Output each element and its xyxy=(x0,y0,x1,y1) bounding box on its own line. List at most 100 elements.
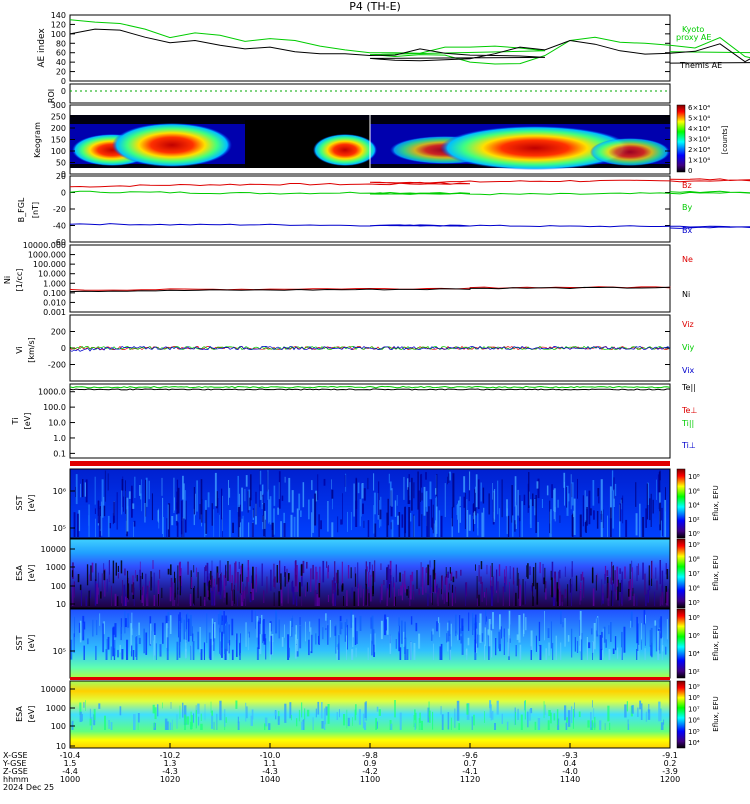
keogram-colorbar-label: [counts] xyxy=(721,125,729,154)
keogram-ytick-label-6: 300 xyxy=(51,101,66,110)
esa-i-colorbar xyxy=(676,680,686,749)
series-by-line xyxy=(69,190,750,196)
density-panel: 0.0010.0100.1001.00010.000100.0001000.00… xyxy=(3,241,693,317)
legend-te-par: Te|| xyxy=(681,383,696,392)
esa-e-ytick-label-0: 10 xyxy=(56,600,66,609)
roi-panel: ROI 0 xyxy=(47,83,671,104)
esa-i-ytick-label-2: 1000 xyxy=(46,704,66,713)
esa-i-cbar-label-4: 10⁸ xyxy=(688,694,700,702)
ae-ytick-label-5: 100 xyxy=(51,30,66,39)
legend-te-perp: Te⊥ xyxy=(681,406,697,415)
series-themis-ae-line xyxy=(69,28,750,64)
mode-bar-2 xyxy=(70,677,670,680)
xaxis-tick-0-0: -10.4 xyxy=(60,751,81,760)
series-kyoto-proxy-ae-line xyxy=(69,19,750,65)
xaxis-row-label-0: X-GSE xyxy=(3,751,28,760)
keogram-ytick-label-2: 100 xyxy=(51,147,66,156)
sst-e-cbar-label-1: 10² xyxy=(688,516,700,524)
xaxis-tick-3-6: 1200 xyxy=(660,775,680,784)
sst-e-ytick-label-0: 10⁵ xyxy=(53,524,66,533)
keogram-cbar-label-4: 4×10⁴ xyxy=(688,125,710,133)
legend-ti-par: Ti|| xyxy=(681,419,694,428)
temperature-ytick-label-4: 1000.0 xyxy=(38,388,66,397)
esa-e-cbar-label-3: 10⁸ xyxy=(688,556,700,564)
density-ytick-label-0: 0.001 xyxy=(43,308,66,317)
ae-ytick-label-0: 0 xyxy=(61,77,66,86)
sst-e-cbar-label-4: 10⁸ xyxy=(688,473,700,481)
xaxis-tick-2-5: -4.0 xyxy=(562,767,578,776)
esa-i-ylabel: ESA xyxy=(15,706,24,722)
ae-ytick-label-4: 80 xyxy=(56,39,66,48)
density-ytick-label-7: 10000.000 xyxy=(23,241,66,250)
b-ytick-label-1: -40 xyxy=(53,222,66,231)
legend-proxy-ae: proxy AE xyxy=(676,33,711,42)
xaxis-tick-2-3: -4.2 xyxy=(362,767,378,776)
b-ytick-label-3: 0 xyxy=(61,189,66,198)
esa-i-ytick-label-1: 100 xyxy=(51,722,66,731)
esa-i-cbar-label-1: 10⁵ xyxy=(688,728,700,736)
esa-i-cbar-label-2: 10⁶ xyxy=(688,717,700,725)
legend-vix: Vix xyxy=(682,366,695,375)
sst-e-cbar-label-2: 10⁴ xyxy=(688,502,700,510)
ae-ytick-label-6: 120 xyxy=(51,20,66,29)
sst-i-ylabel: SST xyxy=(15,635,24,650)
sst-e-cbar-label-0: 10⁰ xyxy=(688,530,700,538)
xaxis-tick-0-3: -9.8 xyxy=(362,751,378,760)
keogram-ylabel: Keogram xyxy=(33,122,42,158)
sst-e-ylabel: SST xyxy=(15,495,24,510)
legend-ni: Ni xyxy=(682,290,690,299)
esa-e-colorbar-label: Eflux, EFU xyxy=(712,555,720,590)
xaxis-tick-1-1: 1.3 xyxy=(164,759,177,768)
sst-i-cbar-label-1: 10⁴ xyxy=(688,650,700,658)
keogram-cbar-label-6: 6×10⁴ xyxy=(688,104,710,112)
esa-i-colorbar-label: Eflux, EFU xyxy=(712,696,720,731)
temperature-ytick-label-3: 100.0 xyxy=(43,403,66,412)
sst-electron-panel: 10⁵ 10⁶ SST [eV] 10⁰ 10² 10⁴ 10⁶ 10⁸ Eflux, E… xyxy=(15,468,720,539)
xaxis-tick-0-1: -10.2 xyxy=(160,751,181,760)
esa-e-cbar-label-2: 10⁷ xyxy=(688,570,700,578)
keogram-cbar-label-2: 2×10⁴ xyxy=(688,146,710,154)
b-ytick-label-4: 20 xyxy=(56,172,66,181)
keogram-cbar-label-1: 1×10⁴ xyxy=(688,157,710,165)
xaxis-tick-3-0: 1000 xyxy=(60,775,80,784)
velocity-ytick-label-1: 0 xyxy=(61,344,66,353)
xaxis-tick-2-0: -4.4 xyxy=(62,767,78,776)
temperature-ylabel-unit: [eV] xyxy=(23,413,32,430)
xaxis-tick-0-6: -9.1 xyxy=(662,751,678,760)
esa-i-cbar-label-0: 10⁴ xyxy=(688,739,700,747)
xaxis-tick-0-4: -9.6 xyxy=(462,751,478,760)
esa-i-ytick-label-0: 10 xyxy=(56,742,66,751)
ae-ytick-label-1: 20 xyxy=(56,68,66,77)
keogram-cbar-label-3: 3×10⁴ xyxy=(688,136,710,144)
sst-e-colorbar-label: Eflux, EFU xyxy=(712,485,720,520)
xaxis-tick-1-2: 1.1 xyxy=(264,759,277,768)
b-ytick-label-2: -20 xyxy=(53,205,66,214)
xaxis-row-label-3: hhmm xyxy=(3,775,29,784)
ae-index-ylabel: AE index xyxy=(37,28,47,68)
keogram-ytick-label-0: 0 xyxy=(61,170,66,179)
keogram-ytick-label-4: 200 xyxy=(51,124,66,133)
temperature-panel: 0.1 1.0 10.0 100.0 1000.0 Ti [eV] Te|| Te⊥ T… xyxy=(11,383,697,459)
xaxis-tick-3-2: 1040 xyxy=(260,775,280,784)
series-bz-line xyxy=(69,178,750,188)
esa-i-cbar-label-3: 10⁷ xyxy=(688,705,700,713)
esa-ion-panel: 10 100 1000 10000 ESA [eV] 10⁴ 10⁵ 10⁶ 10⁷ 10⁸ 1… xyxy=(15,680,720,751)
esa-e-ylabel: ESA xyxy=(15,565,24,581)
esa-e-colorbar xyxy=(676,538,686,609)
legend-ti-perp: Ti⊥ xyxy=(681,441,696,450)
ae-ytick-label-7: 140 xyxy=(51,11,66,20)
esa-i-ylabel-unit: [eV] xyxy=(27,706,36,723)
xaxis-tick-1-4: 0.7 xyxy=(464,759,477,768)
density-ylabel-unit: [1/cc] xyxy=(15,269,24,292)
esa-e-ytick-label-3: 10000 xyxy=(41,545,66,554)
keogram-ytick-label-3: 150 xyxy=(51,136,66,145)
series-v-2-line xyxy=(69,345,671,352)
xaxis-tick-1-6: 0.2 xyxy=(664,759,677,768)
b-ytick-label-0: -60 xyxy=(53,238,66,247)
series-ti-par-line xyxy=(69,385,671,389)
legend-bz: Bz xyxy=(682,181,692,190)
esa-e-cbar-label-1: 10⁶ xyxy=(688,585,700,593)
